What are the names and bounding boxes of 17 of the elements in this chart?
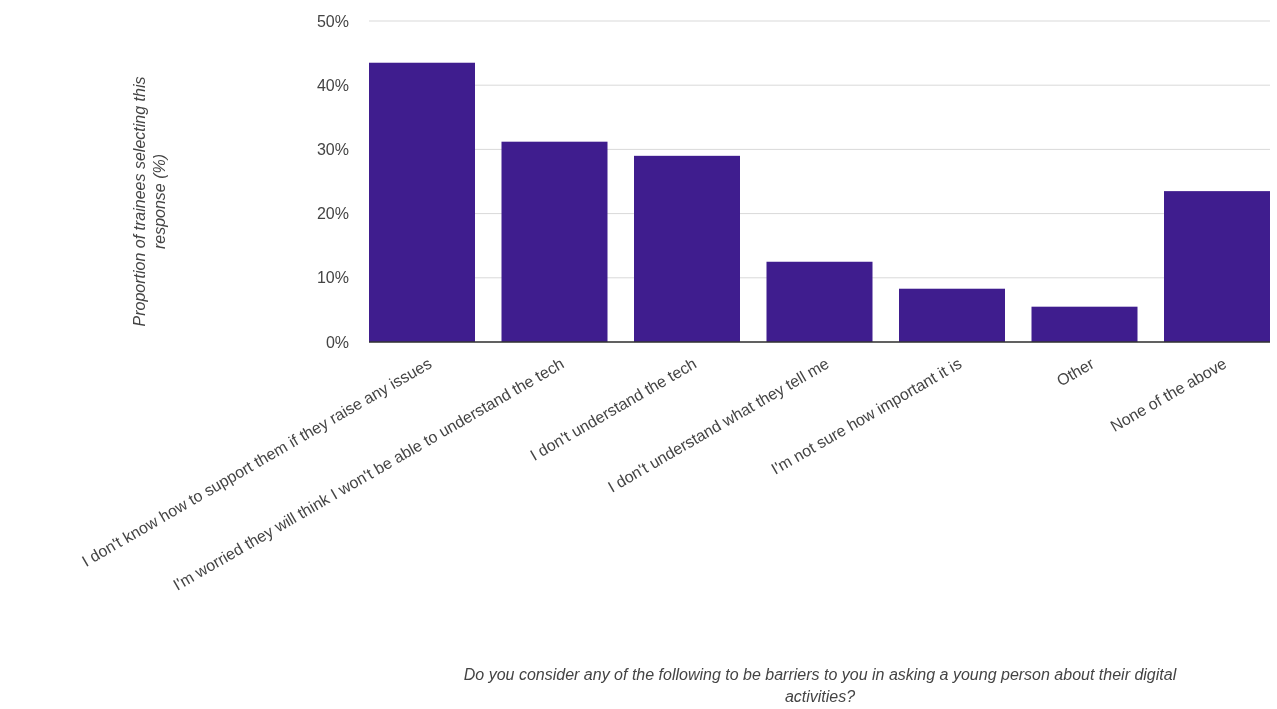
bar [899,288,1005,342]
y-axis-title: Proportion of trainees selecting this response (%) [131,76,168,327]
y-tick-label: 50% [316,12,349,30]
bar [369,62,475,342]
y-tick-label: 10% [316,269,349,287]
bar [1031,306,1138,342]
x-axis-title: Do you consider any of the following to be barriers to you in asking a young person about their digital activities? [463,666,1177,705]
bar [501,141,608,342]
x-tick-label: Other [1053,354,1098,390]
bar [766,261,873,342]
y-tick-label: 20% [316,205,349,223]
x-tick-label: None of the above [1107,354,1230,435]
y-tick-label: 0% [325,333,349,351]
bar [634,155,740,342]
y-tick-label: 30% [316,141,349,158]
y-tick-label: 40% [316,76,349,94]
bar [1164,191,1270,342]
